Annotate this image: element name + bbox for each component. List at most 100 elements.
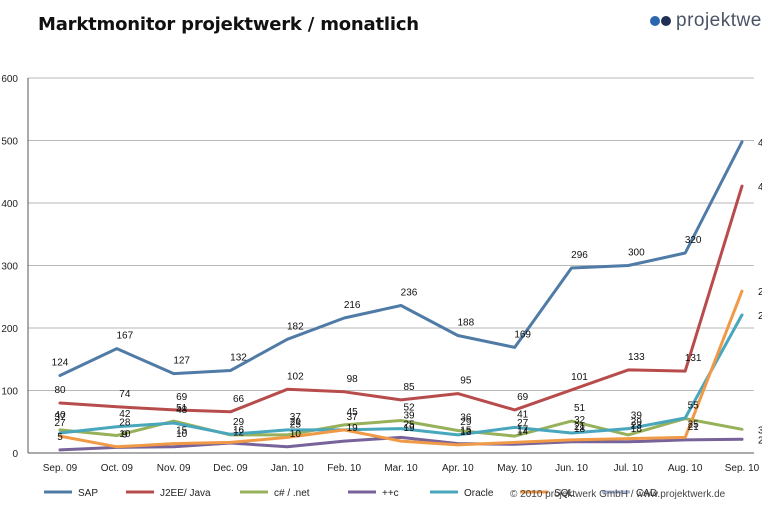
data-label: 27 (517, 418, 529, 429)
data-label: 29 (290, 417, 302, 428)
data-label: 48 (176, 405, 188, 416)
data-label: 14 (517, 426, 529, 437)
data-label: 45 (347, 407, 359, 418)
y-tick-label: 200 (1, 324, 18, 335)
data-label: 51 (574, 403, 586, 414)
data-label: 124 (52, 358, 69, 369)
data-label: 66 (233, 394, 245, 405)
legend-label: Oracle (464, 488, 494, 499)
x-tick-label: Mar. 10 (384, 463, 418, 474)
data-label: 10 (290, 429, 302, 440)
data-label: 188 (457, 318, 474, 329)
data-label: 25 (688, 419, 700, 430)
x-tick-label: Dec. 09 (213, 463, 248, 474)
y-tick-label: 400 (1, 199, 18, 210)
data-label: 41 (517, 409, 529, 420)
data-label: 498 (758, 138, 762, 149)
data-label: 29 (631, 417, 643, 428)
data-label: 221 (758, 311, 762, 322)
data-label: 40 (54, 410, 66, 421)
data-label: 38 (758, 425, 762, 436)
data-label: 21 (574, 422, 586, 433)
y-tick-label: 0 (12, 449, 18, 460)
data-label: 85 (403, 382, 415, 393)
logo-dots-icon (650, 16, 671, 26)
data-label: 95 (460, 376, 472, 387)
data-label: 37 (290, 412, 302, 423)
series-line (58, 140, 744, 377)
data-label: 320 (685, 235, 702, 246)
x-tick-label: Aug. 10 (668, 463, 703, 474)
x-tick-label: Sep. 10 (725, 463, 760, 474)
data-label: 15 (460, 426, 472, 437)
data-label: 216 (344, 300, 361, 311)
data-label: 27 (54, 418, 66, 429)
data-label: 132 (230, 353, 247, 364)
x-tick-label: Apr. 10 (442, 463, 474, 474)
data-label: 10 (176, 429, 188, 440)
legend-label: SAP (78, 488, 98, 499)
data-label: 19 (403, 423, 415, 434)
data-label: 259 (758, 287, 762, 298)
series-line (58, 435, 744, 452)
data-label: 133 (628, 352, 645, 363)
data-label: 29 (233, 417, 245, 428)
data-label: 80 (54, 385, 66, 396)
data-label: 51 (176, 403, 188, 414)
data-label: 52 (403, 403, 415, 414)
data-label: 18 (574, 424, 586, 435)
y-tick-label: 500 (1, 137, 18, 148)
data-label: 22 (758, 435, 762, 446)
legend-label: c# / .net (274, 488, 310, 499)
data-label: 23 (631, 421, 643, 432)
data-label: 25 (403, 419, 415, 430)
x-tick-label: Jul. 10 (614, 463, 644, 474)
data-label: 127 (173, 356, 190, 367)
series-line (58, 184, 744, 414)
x-tick-label: Jan. 10 (271, 463, 304, 474)
y-tick-label: 100 (1, 387, 18, 398)
chart-title: Marktmonitor projektwerk / monatlich (38, 14, 419, 35)
data-label: 18 (631, 424, 643, 435)
data-label: 300 (628, 248, 645, 259)
data-label: 13 (460, 427, 472, 438)
data-label: 167 (116, 331, 133, 342)
data-label: 427 (758, 182, 762, 193)
series-line (58, 313, 744, 437)
data-label: 17 (517, 424, 529, 435)
data-label: 39 (403, 411, 415, 422)
data-label: 169 (514, 329, 531, 340)
projektwerk-logo: projektwer (650, 10, 762, 32)
data-label: 15 (176, 426, 188, 437)
x-tick-label: May. 10 (497, 463, 532, 474)
data-label: 36 (460, 413, 472, 424)
series-line (58, 289, 744, 449)
data-label: 5 (57, 432, 63, 443)
data-label: 16 (233, 425, 245, 436)
copyright-text: © 2010 projektwerk GmbH / www.projektwer… (510, 489, 726, 500)
data-label: 19 (347, 423, 359, 434)
series-line (58, 417, 744, 438)
data-label: 10 (119, 429, 131, 440)
data-label: 21 (688, 422, 700, 433)
data-label: 101 (571, 372, 588, 383)
legend-label: ++c (382, 488, 399, 499)
logo-text: projektwer (676, 10, 762, 31)
x-tick-label: Nov. 09 (157, 463, 191, 474)
data-label: 131 (685, 353, 702, 364)
data-label: 12 (233, 428, 245, 439)
data-label: 9 (122, 429, 128, 440)
x-tick-label: Jun. 10 (555, 463, 588, 474)
data-label: 25 (290, 419, 302, 430)
data-label: 69 (176, 392, 188, 403)
data-label: 102 (287, 371, 304, 382)
data-label: 182 (287, 321, 304, 332)
data-label: 236 (401, 288, 418, 299)
data-label: 29 (460, 417, 472, 428)
data-label: 55 (688, 401, 700, 412)
legend-label: J2EE/ Java (160, 488, 211, 499)
data-label: 28 (119, 418, 131, 429)
x-tick-label: Sep. 09 (43, 463, 78, 474)
